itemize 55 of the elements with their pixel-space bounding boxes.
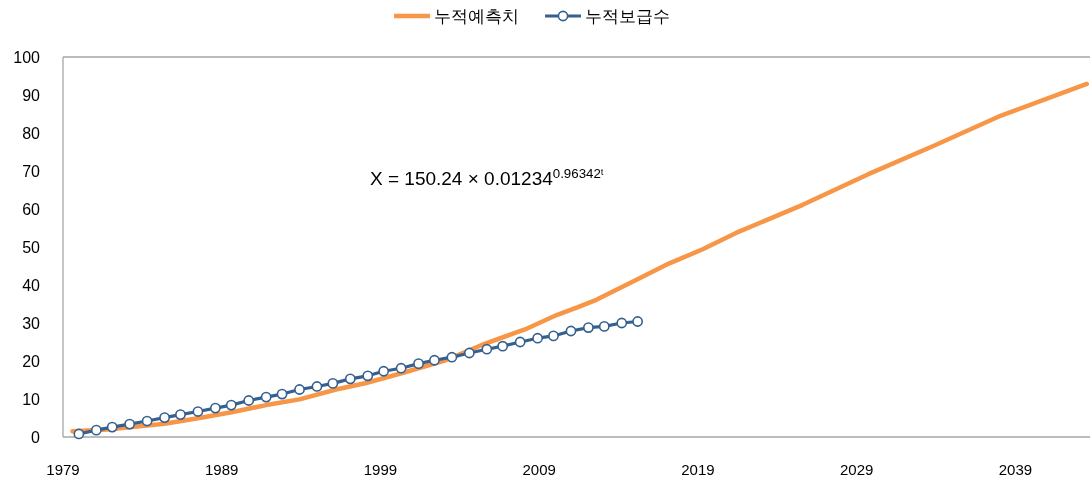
x-tick-label: 2029 [839,461,874,478]
point [548,330,559,342]
x-tick-label: 2009 [522,461,556,478]
x-tick-label: 1979 [46,461,80,478]
point [616,317,628,329]
y-tick-label: 30 [22,315,41,332]
point [311,381,323,392]
y-tick-label: 70 [22,163,41,180]
point [632,316,644,327]
point [327,378,339,389]
y-tick-label: 40 [22,277,41,294]
point [243,395,255,406]
point [90,424,102,436]
point [481,343,493,355]
y-tick-label: 10 [22,391,41,408]
y-tick-label: 100 [13,49,41,66]
y-tick-label: 0 [31,429,41,446]
point [395,362,407,374]
y-tick-label: 50 [22,239,41,256]
y-tick-label: 20 [22,353,41,370]
legend-label: 누적보급수 [585,7,670,26]
point [429,354,440,366]
annotation: X = 150.24 × 0.01234$^{0.96342ᵗ}$ [370,165,604,189]
point [276,388,288,400]
point [124,418,136,430]
point [225,399,237,411]
point [583,322,594,333]
point [192,406,204,417]
point [378,365,390,377]
point [141,415,153,427]
y-tick-label: 60 [22,201,41,218]
point [463,347,475,359]
y-tick-label: 90 [22,87,41,104]
point [106,421,118,433]
point [260,391,272,403]
x-tick-label: 1989 [205,461,239,478]
point [209,402,221,414]
point [344,373,356,385]
point [565,325,577,337]
point [514,336,526,348]
point [598,321,610,332]
x-tick-label: 1999 [363,461,398,478]
point [159,412,170,424]
point [413,358,424,370]
x-tick-label: 2039 [998,461,1033,478]
point [532,332,544,344]
y-tick-label: 80 [22,125,41,142]
point [175,409,186,420]
point [362,370,374,382]
point [294,384,305,395]
x-tick-label: 2019 [681,461,715,478]
point [73,428,85,440]
point [446,351,458,363]
point [497,340,509,352]
legend-label: 누적예측치 [434,7,519,26]
